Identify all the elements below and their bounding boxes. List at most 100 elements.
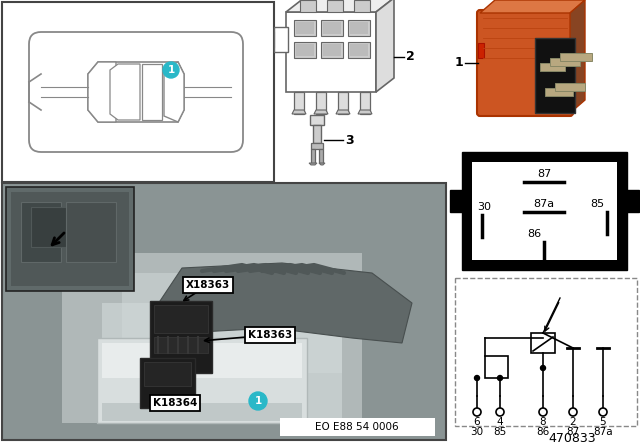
Polygon shape xyxy=(110,64,140,120)
Bar xyxy=(321,42,343,58)
Bar xyxy=(102,343,302,378)
Circle shape xyxy=(599,408,607,416)
Circle shape xyxy=(539,408,547,416)
Bar xyxy=(154,337,208,353)
Bar xyxy=(348,42,370,58)
Bar xyxy=(294,92,304,114)
Bar xyxy=(2,2,274,182)
Bar xyxy=(6,187,134,291)
Bar xyxy=(150,301,212,373)
Bar xyxy=(450,190,464,212)
Text: 5: 5 xyxy=(600,417,606,427)
Circle shape xyxy=(249,392,267,410)
Bar xyxy=(478,43,484,58)
Bar xyxy=(144,362,191,386)
Bar xyxy=(354,0,370,12)
Bar xyxy=(316,92,326,114)
Bar xyxy=(300,0,316,12)
Bar xyxy=(102,403,302,421)
Bar xyxy=(455,278,637,426)
Text: 85: 85 xyxy=(590,199,604,209)
Text: K18364: K18364 xyxy=(153,398,197,408)
Bar xyxy=(274,27,288,52)
Polygon shape xyxy=(152,263,412,343)
Polygon shape xyxy=(88,62,184,122)
Polygon shape xyxy=(570,0,585,113)
Circle shape xyxy=(163,62,179,78)
Text: 87a: 87a xyxy=(533,199,555,209)
Text: 86: 86 xyxy=(536,427,550,437)
Polygon shape xyxy=(164,62,184,122)
Polygon shape xyxy=(88,62,116,122)
Bar xyxy=(294,42,316,58)
Bar xyxy=(338,92,348,114)
Circle shape xyxy=(474,375,479,380)
Text: X18363: X18363 xyxy=(186,280,230,290)
Text: 8: 8 xyxy=(540,417,547,427)
Text: 30: 30 xyxy=(477,202,491,212)
Polygon shape xyxy=(376,0,394,92)
Bar xyxy=(323,22,341,34)
Circle shape xyxy=(497,375,502,380)
Bar xyxy=(327,0,343,12)
Text: 1: 1 xyxy=(254,396,262,406)
Text: 1: 1 xyxy=(454,56,463,69)
Bar xyxy=(462,152,627,270)
Bar xyxy=(97,338,307,423)
Bar xyxy=(296,22,314,34)
Bar xyxy=(11,192,129,286)
Polygon shape xyxy=(314,110,328,114)
Polygon shape xyxy=(336,110,350,114)
Bar xyxy=(360,92,370,114)
Bar xyxy=(294,20,316,36)
Polygon shape xyxy=(142,64,162,120)
Bar xyxy=(66,202,116,262)
Circle shape xyxy=(473,408,481,416)
Bar xyxy=(472,162,617,260)
Bar xyxy=(296,44,314,56)
Bar xyxy=(311,149,315,163)
Bar xyxy=(540,63,565,71)
Bar xyxy=(31,207,91,247)
Bar xyxy=(485,356,508,378)
Bar xyxy=(310,115,324,125)
Text: 2: 2 xyxy=(570,417,576,427)
Bar xyxy=(102,303,342,423)
Text: 87a: 87a xyxy=(593,427,613,437)
Bar xyxy=(321,20,343,36)
Bar xyxy=(348,20,370,36)
Bar xyxy=(313,125,321,143)
Bar xyxy=(154,305,208,333)
Text: 30: 30 xyxy=(470,427,484,437)
Polygon shape xyxy=(286,0,394,12)
Bar xyxy=(2,183,446,440)
Bar xyxy=(319,149,323,163)
Text: 2: 2 xyxy=(406,51,415,64)
Text: 6: 6 xyxy=(474,417,480,427)
Bar xyxy=(62,253,362,423)
Circle shape xyxy=(569,408,577,416)
Bar xyxy=(280,418,435,436)
Bar xyxy=(350,44,368,56)
Text: 87: 87 xyxy=(537,169,551,179)
Polygon shape xyxy=(319,163,325,165)
Bar xyxy=(350,22,368,34)
Polygon shape xyxy=(480,0,585,13)
Text: 4: 4 xyxy=(497,417,503,427)
Polygon shape xyxy=(292,110,306,114)
Bar xyxy=(323,44,341,56)
Text: K18363: K18363 xyxy=(248,330,292,340)
Text: EO E88 54 0006: EO E88 54 0006 xyxy=(315,422,399,432)
Bar xyxy=(555,83,585,91)
Bar xyxy=(625,190,639,212)
Polygon shape xyxy=(358,110,372,114)
FancyBboxPatch shape xyxy=(477,10,573,116)
Polygon shape xyxy=(309,163,317,165)
Text: 86: 86 xyxy=(527,229,541,239)
Text: 87: 87 xyxy=(566,427,580,437)
Bar xyxy=(286,12,376,92)
Text: 85: 85 xyxy=(493,427,507,437)
Text: 1: 1 xyxy=(168,65,175,75)
Bar xyxy=(560,53,592,61)
Bar xyxy=(311,143,323,149)
